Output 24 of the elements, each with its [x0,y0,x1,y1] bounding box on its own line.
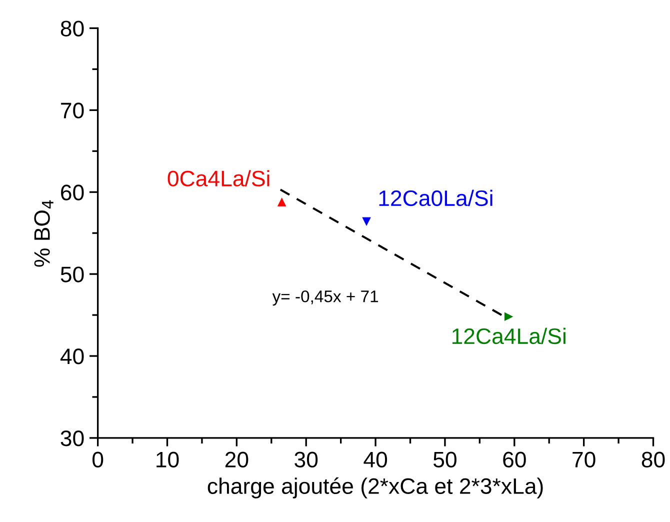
point [362,217,371,226]
x-axis-title: charge ajoutée (2*xCa et 2*3*xLa) [208,477,543,498]
series-label: 12Ca4La/Si [452,328,566,344]
x-tick-label: 40 [364,452,388,468]
y-tick-label: 30 [60,430,84,446]
point [277,198,286,206]
y-tick-label: 80 [60,20,84,36]
y-tick-label: 50 [60,266,84,282]
y-tick-label: 60 [61,184,84,200]
y-tick-label: 40 [60,348,84,364]
series-label: 0Ca4La/Si [168,170,270,186]
x-tick-label: 50 [433,452,456,468]
x-tick-label: 10 [156,452,179,468]
x-tick-label: 30 [294,452,318,468]
x-tick-label: 20 [225,452,248,468]
x-tick-label: 60 [503,452,526,468]
y-axis-title: % BO$_{4}$ [34,200,54,267]
x-tick-label: 80 [642,452,665,468]
x-tick-label: 70 [572,452,596,468]
x-tick-label: 0 [92,452,104,468]
y-tick-label: 70 [61,102,84,118]
series-label: 12Ca0La/Si [379,190,492,206]
point [504,312,514,322]
annotation: y= -0,45x + 71 [272,290,378,306]
